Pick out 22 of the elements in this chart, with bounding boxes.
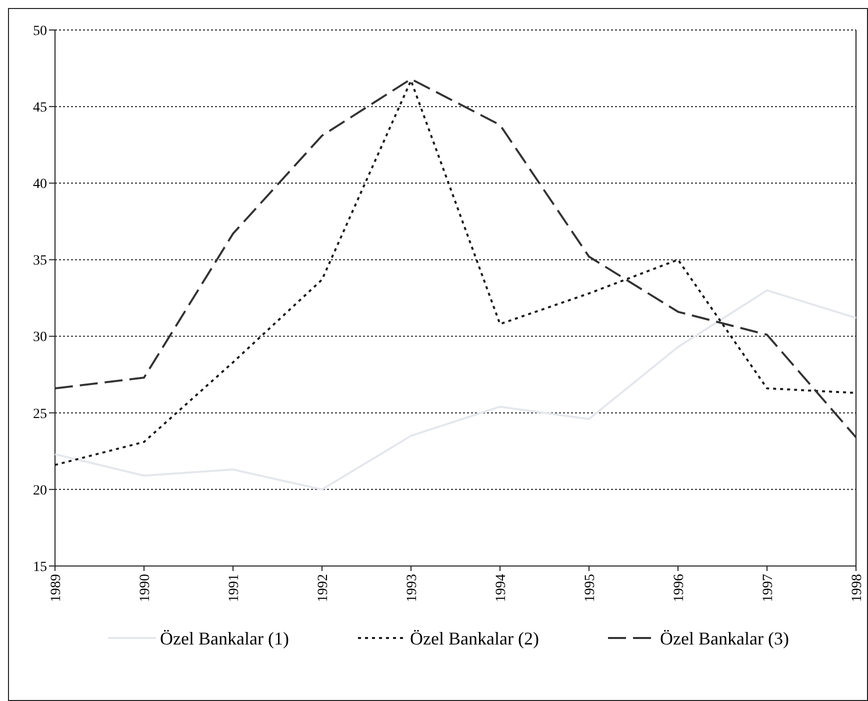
legend-label: Özel Bankalar (2) xyxy=(410,628,539,648)
line-series xyxy=(54,289,857,490)
x-tick-label: 1989 xyxy=(49,574,64,602)
legend-label: Özel Bankalar (3) xyxy=(660,628,789,648)
x-tick-label: 1991 xyxy=(227,574,242,602)
y-tick-label: 35 xyxy=(33,254,47,269)
x-tick-label: 1997 xyxy=(761,574,776,602)
y-tick-label: 15 xyxy=(33,560,47,575)
x-tick-label: 1993 xyxy=(405,574,420,602)
x-tick-label: 1992 xyxy=(316,574,331,602)
x-tick-label: 1990 xyxy=(138,574,153,602)
x-tick-label: 1994 xyxy=(494,574,509,602)
y-tick-label: 20 xyxy=(33,483,47,498)
y-tick-label: 40 xyxy=(33,177,47,192)
y-tick-label: 50 xyxy=(33,24,47,39)
legend-label: Özel Bankalar (1) xyxy=(160,628,289,648)
x-tick-label: 1996 xyxy=(672,574,687,602)
y-tick-label: 45 xyxy=(33,100,47,116)
x-tick-label: 1995 xyxy=(583,574,598,602)
y-tick-label: 30 xyxy=(33,330,47,346)
y-tick-label: 25 xyxy=(33,406,47,422)
x-tick-label: 1998 xyxy=(850,574,865,602)
